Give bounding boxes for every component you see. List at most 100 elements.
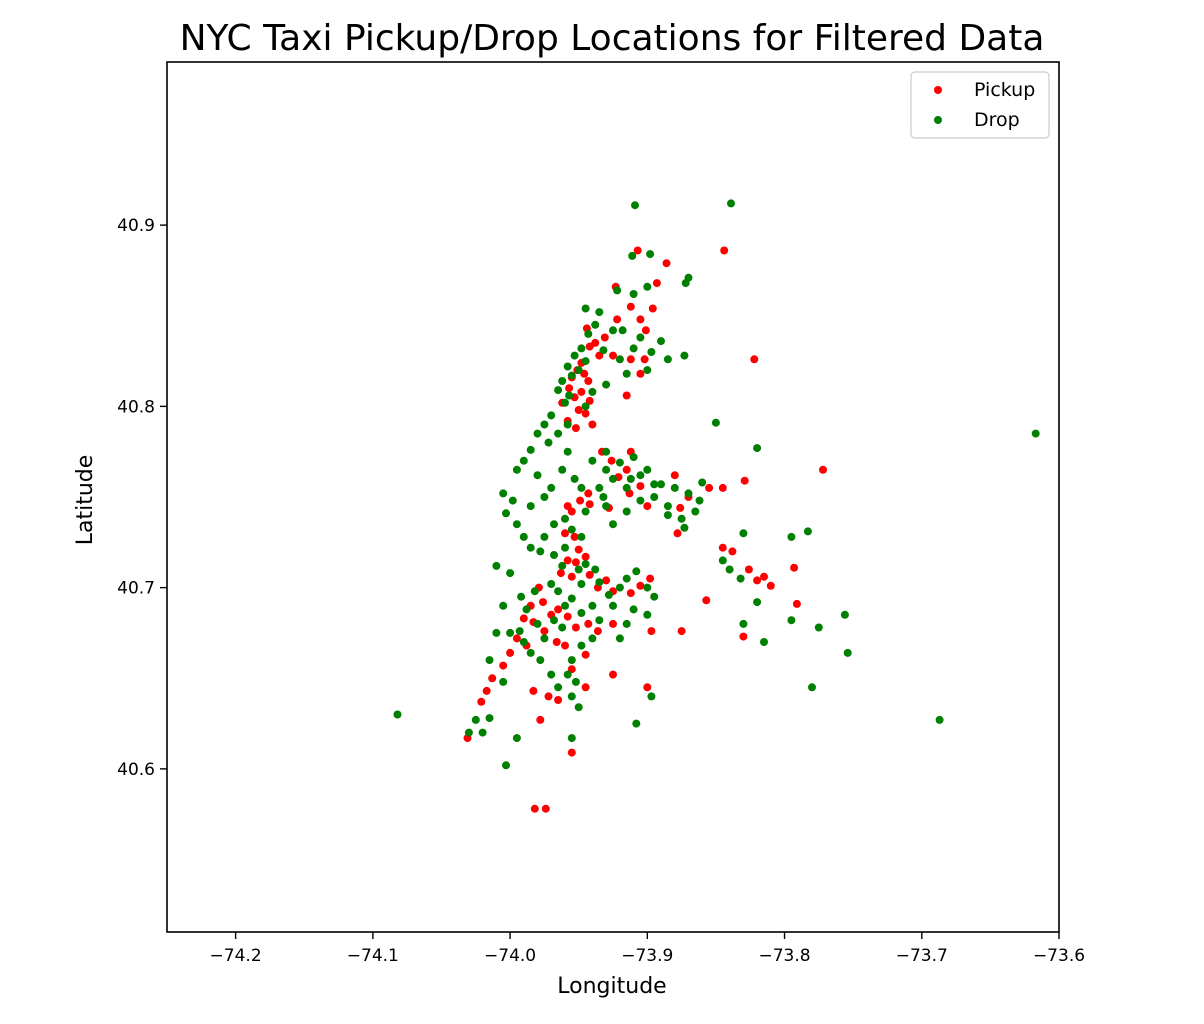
drop-point xyxy=(843,648,852,657)
pickup-point xyxy=(593,627,602,636)
drop-point xyxy=(540,420,549,429)
drop-point xyxy=(512,520,521,529)
drop-point xyxy=(577,344,586,353)
pickup-point xyxy=(613,315,622,324)
pickup-point xyxy=(574,545,583,554)
pickup-point xyxy=(519,614,528,623)
x-tick-label: −73.6 xyxy=(1033,946,1085,966)
drop-point xyxy=(526,648,535,657)
drop-point xyxy=(680,351,689,360)
drop-point xyxy=(554,683,563,692)
pickup-point xyxy=(646,574,655,583)
drop-point xyxy=(691,507,700,516)
drop-point xyxy=(591,565,600,574)
pickup-point xyxy=(581,683,590,692)
legend-marker-pickup xyxy=(934,86,942,94)
pickup-point xyxy=(718,543,727,552)
y-tick-label: 40.8 xyxy=(117,397,155,417)
drop-point xyxy=(574,703,583,712)
drop-point xyxy=(577,580,586,588)
drop-point xyxy=(563,670,572,679)
drop-point xyxy=(588,634,597,643)
points-layer xyxy=(393,199,1040,813)
pickup-point xyxy=(640,355,649,364)
drop-point xyxy=(581,357,590,366)
drop-point xyxy=(631,201,639,210)
chart-title: NYC Taxi Pickup/Drop Locations for Filte… xyxy=(180,18,1045,59)
drop-point xyxy=(512,734,521,743)
pickup-point xyxy=(536,715,545,724)
drop-point xyxy=(628,251,637,260)
pickup-point xyxy=(567,507,576,516)
pickup-point xyxy=(567,572,576,581)
pickup-point xyxy=(561,641,569,650)
drop-point xyxy=(695,496,704,505)
pickup-point xyxy=(482,686,491,695)
drop-point xyxy=(650,592,659,601)
drop-point xyxy=(544,438,553,447)
x-tick-label: −73.7 xyxy=(896,946,948,966)
drop-point xyxy=(595,308,604,317)
plot-frame xyxy=(166,61,1060,933)
pickup-point xyxy=(728,547,737,556)
drop-point xyxy=(577,641,586,650)
drop-point xyxy=(571,677,580,686)
drop-point xyxy=(626,474,635,483)
drop-point xyxy=(554,386,563,395)
drop-point xyxy=(935,715,944,724)
drop-point xyxy=(526,543,535,552)
drop-point xyxy=(588,387,597,396)
pickup-point xyxy=(636,482,645,491)
drop-point xyxy=(599,493,608,501)
drop-point xyxy=(650,480,659,489)
drop-point xyxy=(577,532,586,541)
drop-point xyxy=(595,616,604,625)
drop-point xyxy=(561,543,569,552)
pickup-point xyxy=(581,650,590,659)
pickup-point xyxy=(567,748,576,757)
drop-point xyxy=(506,569,515,578)
drop-point xyxy=(602,447,611,456)
legend: Pickup Drop xyxy=(910,71,1050,139)
drop-point xyxy=(629,453,638,462)
drop-point xyxy=(561,398,569,407)
drop-point xyxy=(554,587,563,596)
drop-point xyxy=(622,574,631,583)
drop-point xyxy=(550,520,558,529)
pickup-point xyxy=(636,315,645,324)
pickup-point xyxy=(718,483,727,492)
pickup-point xyxy=(647,627,656,636)
drop-point xyxy=(502,761,510,770)
pickup-point xyxy=(585,396,594,405)
drop-point xyxy=(643,366,652,375)
drop-point xyxy=(753,444,762,453)
pickup-point xyxy=(574,406,583,414)
drop-point xyxy=(567,734,576,743)
drop-point xyxy=(550,551,558,559)
drop-point xyxy=(485,714,494,723)
drop-point xyxy=(647,348,656,356)
y-axis-label: Latitude xyxy=(73,455,98,546)
drop-point xyxy=(519,532,528,541)
pickup-point xyxy=(739,632,748,641)
drop-point xyxy=(581,402,590,411)
drop-point xyxy=(643,610,652,619)
drop-point xyxy=(629,344,638,353)
drop-point xyxy=(522,605,531,614)
drop-point xyxy=(615,634,624,643)
drop-point xyxy=(581,560,590,569)
pickup-point xyxy=(766,581,775,590)
legend-box xyxy=(910,71,1050,139)
drop-point xyxy=(657,337,665,346)
pickup-point xyxy=(571,558,580,567)
pickup-point xyxy=(607,456,616,465)
pickup-point xyxy=(633,246,642,255)
drop-point xyxy=(615,583,624,592)
pickup-point xyxy=(570,532,579,541)
pickup-point xyxy=(750,355,759,364)
y-axis-ticks: 40.6 40.7 40.8 40.9 xyxy=(117,216,167,780)
pickup-point xyxy=(529,686,538,695)
drop-point xyxy=(670,483,679,492)
drop-point xyxy=(629,290,638,298)
pickup-point xyxy=(643,683,652,692)
